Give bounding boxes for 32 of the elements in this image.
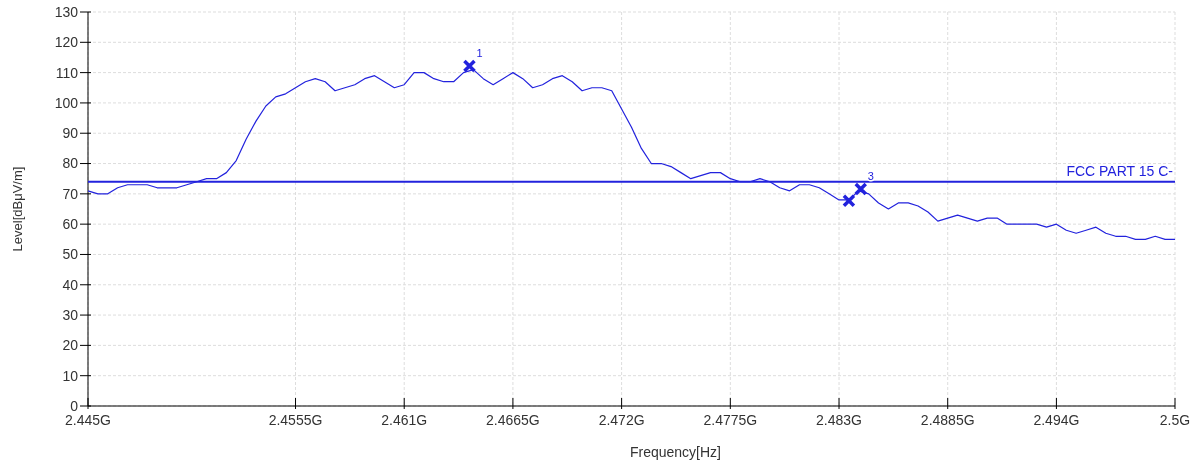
y-tick-label: 70 xyxy=(62,185,79,202)
y-tick-label: 100 xyxy=(54,94,79,111)
y-tick-label: 120 xyxy=(54,34,79,51)
ref-line-label: FCC PART 15 C- xyxy=(1066,162,1174,179)
y-tick-label: 80 xyxy=(62,155,79,172)
y-tick-label: 40 xyxy=(62,276,79,293)
y-tick-label: 50 xyxy=(62,246,79,263)
point xyxy=(842,194,856,208)
x-tick-label: 2.5G xyxy=(1159,412,1191,428)
y-tick-label: 90 xyxy=(62,125,79,142)
y-tick-label: 60 xyxy=(62,216,79,233)
x-tick-label: 2.445G xyxy=(65,412,111,428)
x-tick-label: 2.494G xyxy=(1033,412,1080,428)
x-tick-label: 2.461G xyxy=(381,412,428,428)
y-tick-label: 130 xyxy=(54,3,79,20)
y-tick-label: 20 xyxy=(62,337,79,354)
y-tick-label: 0 xyxy=(70,397,79,414)
y-tick-label: 30 xyxy=(62,306,79,323)
y-tick-label: 110 xyxy=(55,64,79,81)
annotation: 1 xyxy=(476,46,483,59)
x-tick-label: 2.4665G xyxy=(486,412,540,428)
x-tick-label: 2.472G xyxy=(598,412,645,428)
y-axis-title: Level[dBμV/m] xyxy=(10,166,25,252)
annotation: 3 xyxy=(867,170,874,182)
y-tick-label: 10 xyxy=(62,367,79,384)
x-tick-label: 2.483G xyxy=(816,412,862,428)
x-tick-label: 2.4555G xyxy=(268,412,323,428)
x-tick-label: 2.4885G xyxy=(920,412,975,428)
x-axis-title: Frequency[Hz] xyxy=(629,444,722,460)
point xyxy=(854,182,868,196)
x-tick-label: 2.4775G xyxy=(703,412,758,428)
point xyxy=(462,59,477,73)
